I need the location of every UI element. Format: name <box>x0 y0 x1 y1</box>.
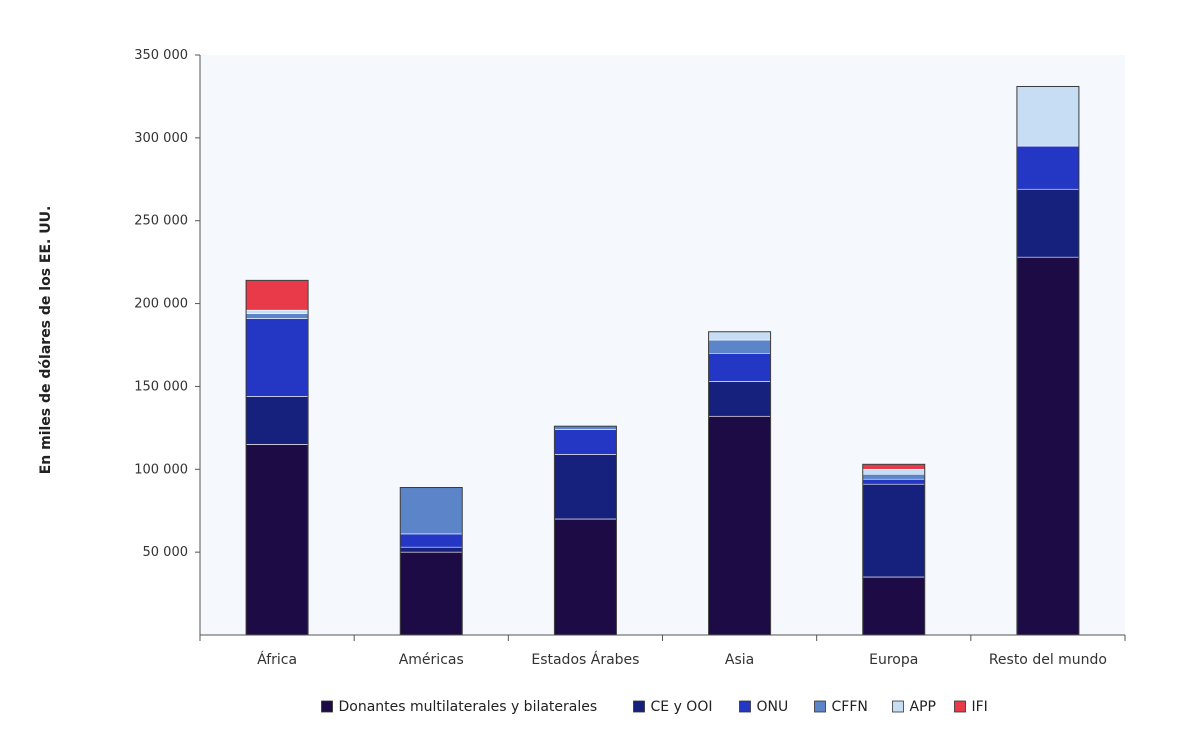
bar-segment <box>1016 145 1080 190</box>
x-ticks-group: África Américas Estados Árabes Asia Europa Re… <box>199 635 1126 668</box>
y-ticks-group: 50 000 100 000 150 000 200 000 250 000 300 00… <box>134 48 200 560</box>
legend-swatch <box>633 700 645 713</box>
x-category-label: Resto del mundo <box>989 652 1107 668</box>
bar-segment <box>862 576 926 636</box>
bar-segment <box>399 546 463 553</box>
bar-segment <box>245 318 309 397</box>
bar-segment <box>245 313 309 319</box>
bar-segment <box>1016 188 1080 258</box>
bar-segment <box>554 454 617 520</box>
bar-segment <box>554 429 617 455</box>
bar-segment <box>708 352 771 382</box>
bar-segment <box>245 280 309 311</box>
legend-label: IFI <box>972 699 988 715</box>
y-tick-label: 300 000 <box>134 131 188 146</box>
y-tick-label: 50 000 <box>143 545 189 560</box>
y-tick-label: 250 000 <box>134 214 188 229</box>
bar-segment <box>245 309 309 314</box>
bar-segment <box>862 468 926 475</box>
legend: Donantes multilaterales y bilaterales CE … <box>321 699 988 715</box>
x-category-label: Europa <box>869 652 918 668</box>
legend-swatch <box>954 700 966 713</box>
x-category-label: Estados Árabes <box>531 651 639 668</box>
x-category-label: África <box>257 651 297 668</box>
legend-label: CFFN <box>832 699 868 715</box>
bar-segment <box>708 339 771 354</box>
bar-segment <box>245 444 309 636</box>
x-category-label: Asia <box>725 652 754 668</box>
y-axis-label: En miles de dólares de los EE. UU. <box>38 206 54 475</box>
legend-label: Donantes multilaterales y bilaterales <box>339 699 598 715</box>
bar-segment <box>554 518 617 636</box>
legend-swatch <box>321 700 333 713</box>
bar-segment <box>708 415 771 636</box>
y-tick-label: 200 000 <box>134 297 188 312</box>
bar-segment <box>708 381 771 417</box>
bar-segment <box>1016 86 1080 147</box>
bar-segment <box>399 487 463 535</box>
bar-segment <box>862 473 926 480</box>
bar-segment <box>399 551 463 636</box>
bar-segment <box>1016 256 1080 636</box>
y-tick-label: 100 000 <box>134 462 188 477</box>
bar-segment <box>399 533 463 548</box>
legend-label: CE y OOI <box>651 699 713 715</box>
bar-segment <box>862 483 926 578</box>
bar-segment <box>245 396 309 445</box>
legend-label: ONU <box>757 699 789 715</box>
legend-label: APP <box>910 699 936 715</box>
legend-swatch <box>814 700 826 713</box>
bar-segment <box>708 331 771 341</box>
bars-group <box>245 85 1080 636</box>
y-tick-label: 350 000 <box>134 48 188 63</box>
y-tick-label: 150 000 <box>134 379 188 394</box>
legend-swatch <box>739 700 751 713</box>
x-category-label: Américas <box>399 652 464 668</box>
legend-swatch <box>892 700 904 713</box>
plot-area <box>200 55 1125 635</box>
bar-segment <box>862 478 926 485</box>
bar-segment <box>862 464 926 470</box>
